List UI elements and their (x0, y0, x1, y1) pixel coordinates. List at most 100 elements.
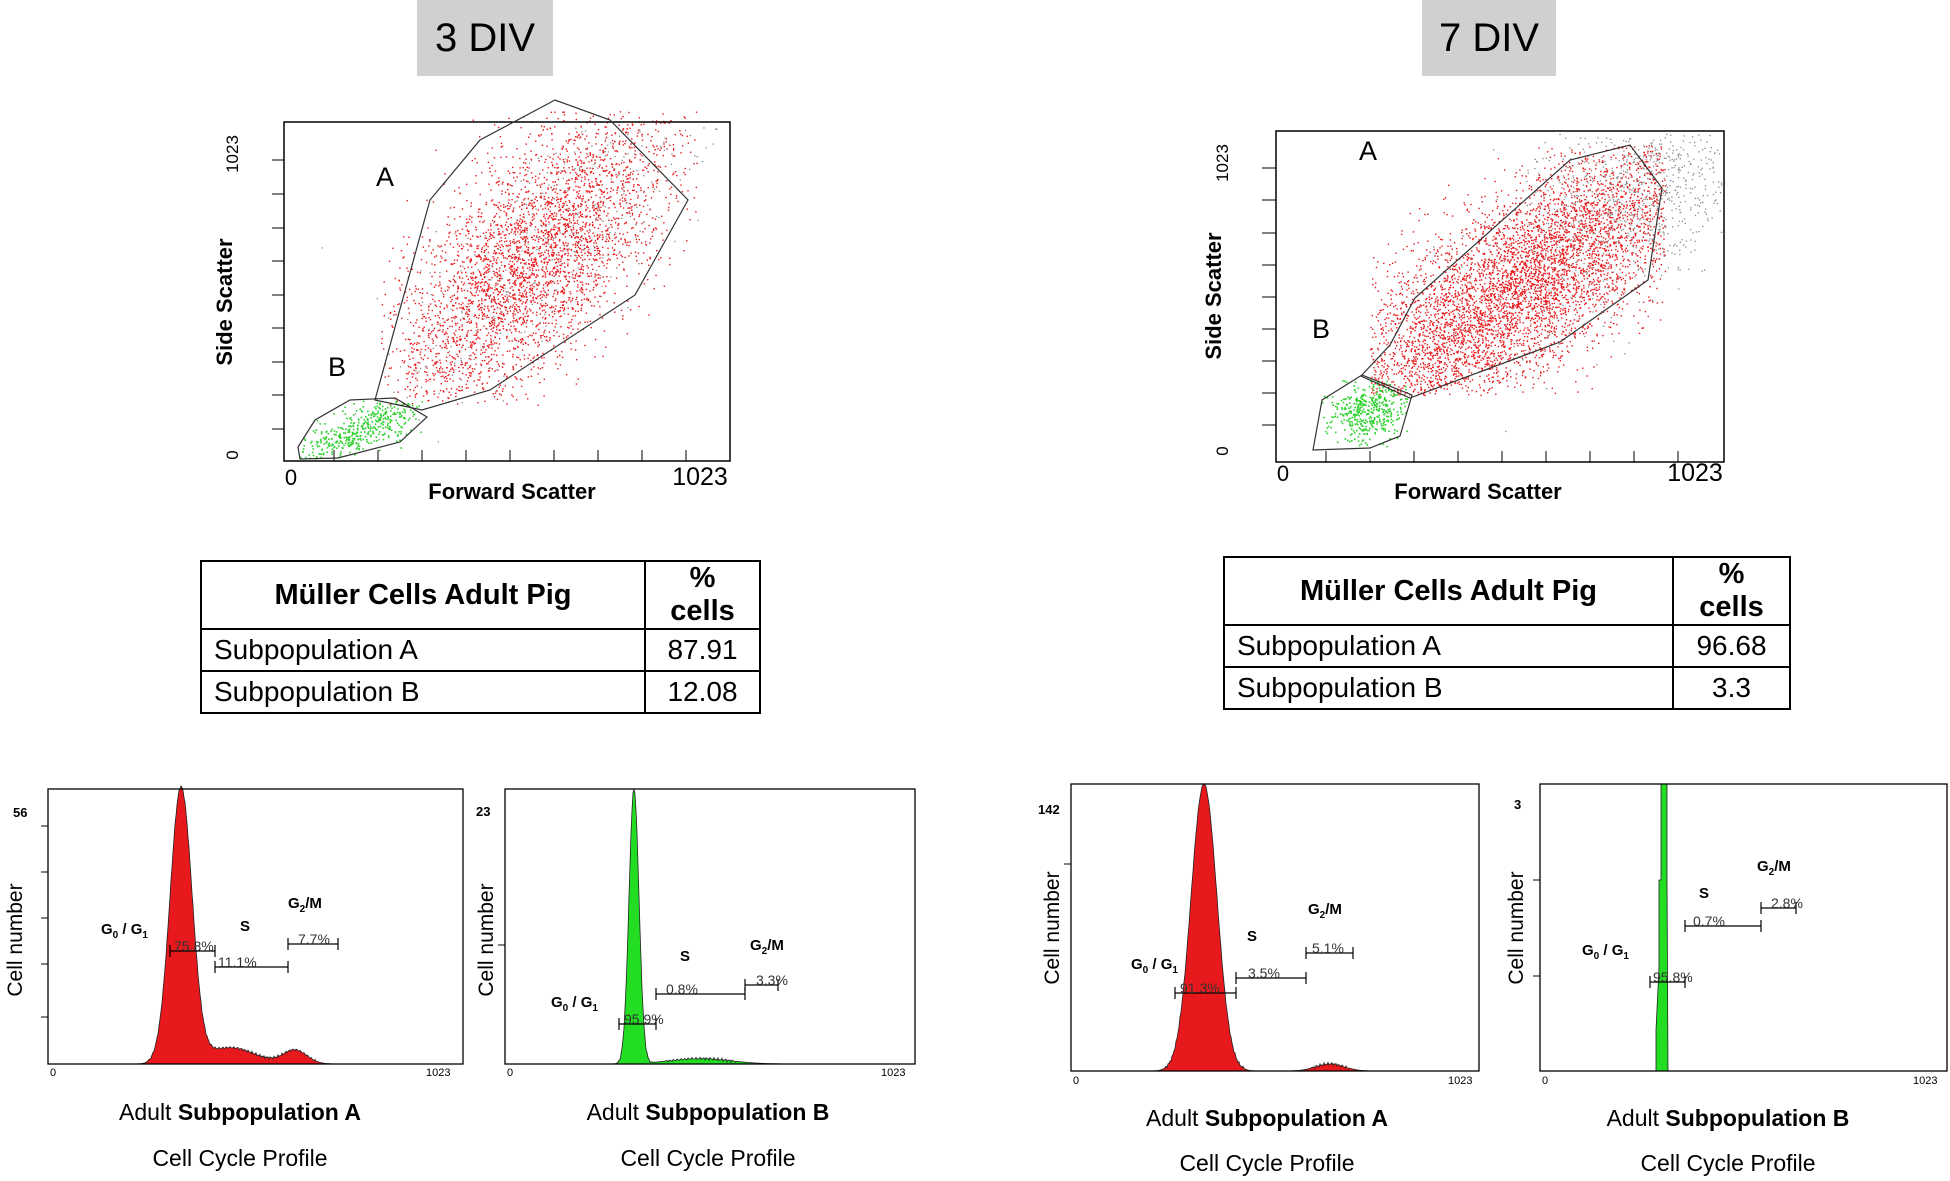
x-axis-label: Forward Scatter (428, 479, 596, 504)
x-max-label: 1023 (881, 1067, 905, 1079)
g0g1-percent: 95.9% (624, 1011, 664, 1027)
y-max-label: 142 (1038, 802, 1060, 817)
table-header-name: Müller Cells Adult Pig (200, 560, 646, 630)
gate-a-label: A (376, 162, 394, 192)
gate-a-outline (1359, 144, 1663, 399)
table-cell: 96.68 (1672, 624, 1791, 668)
g0g1-label: G0 / G1 (551, 994, 598, 1014)
table-row: Subpopulation B 3.3 (1223, 666, 1791, 710)
histogram-frame (1070, 783, 1480, 1072)
g0g1-label: G0 / G1 (101, 921, 148, 941)
caption-sub-3div-a: Cell Cycle Profile (152, 1145, 328, 1171)
histogram-frame (504, 788, 916, 1065)
x-max-label: 1023 (1913, 1075, 1937, 1087)
scatter-dots-7div (1322, 133, 1723, 448)
table-header-name: Müller Cells Adult Pig (1223, 556, 1674, 626)
scatter-x-ticks (1325, 451, 1679, 462)
gate-markers (169, 938, 339, 973)
table-row: Subpopulation A 96.68 (1223, 624, 1791, 668)
g2m-label: G2/M (1757, 858, 1791, 878)
gate-markers (1649, 902, 1797, 988)
g2m-percent: 3.3% (756, 972, 788, 988)
gate-b-outline (1312, 374, 1413, 451)
histogram-frame (47, 788, 464, 1065)
s-percent: 0.8% (666, 981, 698, 997)
y-max-label: 56 (13, 805, 27, 820)
s-percent: 0.7% (1693, 913, 1725, 929)
g0g1-label: G0 / G1 (1582, 942, 1629, 962)
y-axis-label: Cell number (4, 883, 27, 996)
gate-b-outline (297, 397, 428, 460)
g2m-label: G2/M (750, 937, 784, 957)
table-row: Subpopulation B 12.08 (200, 670, 761, 714)
s-percent: 11.1% (218, 954, 257, 970)
y-axis-label: Cell number (1505, 871, 1528, 984)
scatter-x-ticks (333, 450, 687, 461)
scatter-y-ticks (272, 159, 284, 430)
x-axis-label: Forward Scatter (1394, 479, 1562, 504)
table-row: Subpopulation A 87.91 (200, 628, 761, 672)
y-tick-min: 0 (1213, 446, 1232, 455)
s-label: S (680, 948, 690, 965)
x-max-label: 1023 (426, 1067, 450, 1079)
y-axis-label: Cell number (1041, 871, 1064, 984)
gate-b-label: B (1312, 314, 1330, 344)
table-header-percent: % cells (1672, 556, 1791, 626)
y-axis-label: Side Scatter (212, 238, 237, 366)
caption-sub-7div-a: Cell Cycle Profile (1179, 1150, 1355, 1176)
y-axis-label: Side Scatter (1201, 232, 1226, 360)
gate-a-outline (374, 99, 689, 411)
badge-7div: 7 DIV (1422, 0, 1556, 76)
x-min-label: 0 (1073, 1075, 1079, 1087)
caption-sub-7div-b: Cell Cycle Profile (1640, 1150, 1816, 1176)
y-max-label: 3 (1514, 797, 1521, 812)
caption-7div-a: Adult Subpopulation A (1146, 1105, 1388, 1131)
x-tick-min: 0 (285, 465, 297, 490)
s-label: S (1247, 928, 1257, 945)
x-max-label: 1023 (1448, 1075, 1472, 1087)
x-tick-max: 1023 (672, 463, 728, 491)
scatter-y-ticks (1262, 167, 1276, 426)
gate-b-label: B (328, 352, 346, 382)
g2m-label: G2/M (288, 895, 322, 915)
caption-3div-b: Adult Subpopulation B (586, 1099, 830, 1125)
x-tick-min: 0 (1277, 461, 1289, 486)
x-min-label: 0 (1542, 1075, 1548, 1087)
g0g1-percent: 95.8% (1653, 969, 1693, 985)
gate-markers (618, 979, 779, 1030)
table-cell: Subpopulation B (1223, 666, 1674, 710)
table-cell: 12.08 (644, 670, 761, 714)
s-label: S (240, 918, 250, 935)
gate-markers (1174, 947, 1354, 999)
badge-3div: 3 DIV (417, 0, 553, 76)
population-table-7div: Müller Cells Adult Pig % cells Subpopula… (1223, 556, 1791, 710)
g2m-percent: 5.1% (1312, 940, 1344, 956)
table-cell: 87.91 (644, 628, 761, 672)
y-max-label: 23 (476, 804, 490, 819)
caption-3div-a: Adult Subpopulation A (119, 1099, 361, 1125)
scatter-frame (283, 121, 731, 462)
y-tick-min: 0 (223, 450, 242, 459)
scatter-dots-3div (300, 111, 718, 460)
y-tick-max: 1023 (223, 135, 242, 173)
gate-a-label: A (1359, 136, 1377, 166)
histogram-frame (1539, 783, 1948, 1072)
g0g1-percent: 91.3% (1180, 980, 1220, 996)
g2m-label: G2/M (1308, 901, 1342, 921)
y-tick-max: 1023 (1213, 144, 1232, 182)
g2m-percent: 2.8% (1771, 895, 1803, 911)
y-ticks (41, 825, 48, 1018)
table-header-percent: % cells (644, 560, 761, 630)
caption-7div-b: Adult Subpopulation B (1606, 1105, 1850, 1131)
caption-sub-3div-b: Cell Cycle Profile (620, 1145, 796, 1171)
s-label: S (1699, 885, 1709, 902)
table-cell: Subpopulation A (200, 628, 646, 672)
table-cell: Subpopulation B (200, 670, 646, 714)
population-table-3div: Müller Cells Adult Pig % cells Subpopula… (200, 560, 761, 714)
